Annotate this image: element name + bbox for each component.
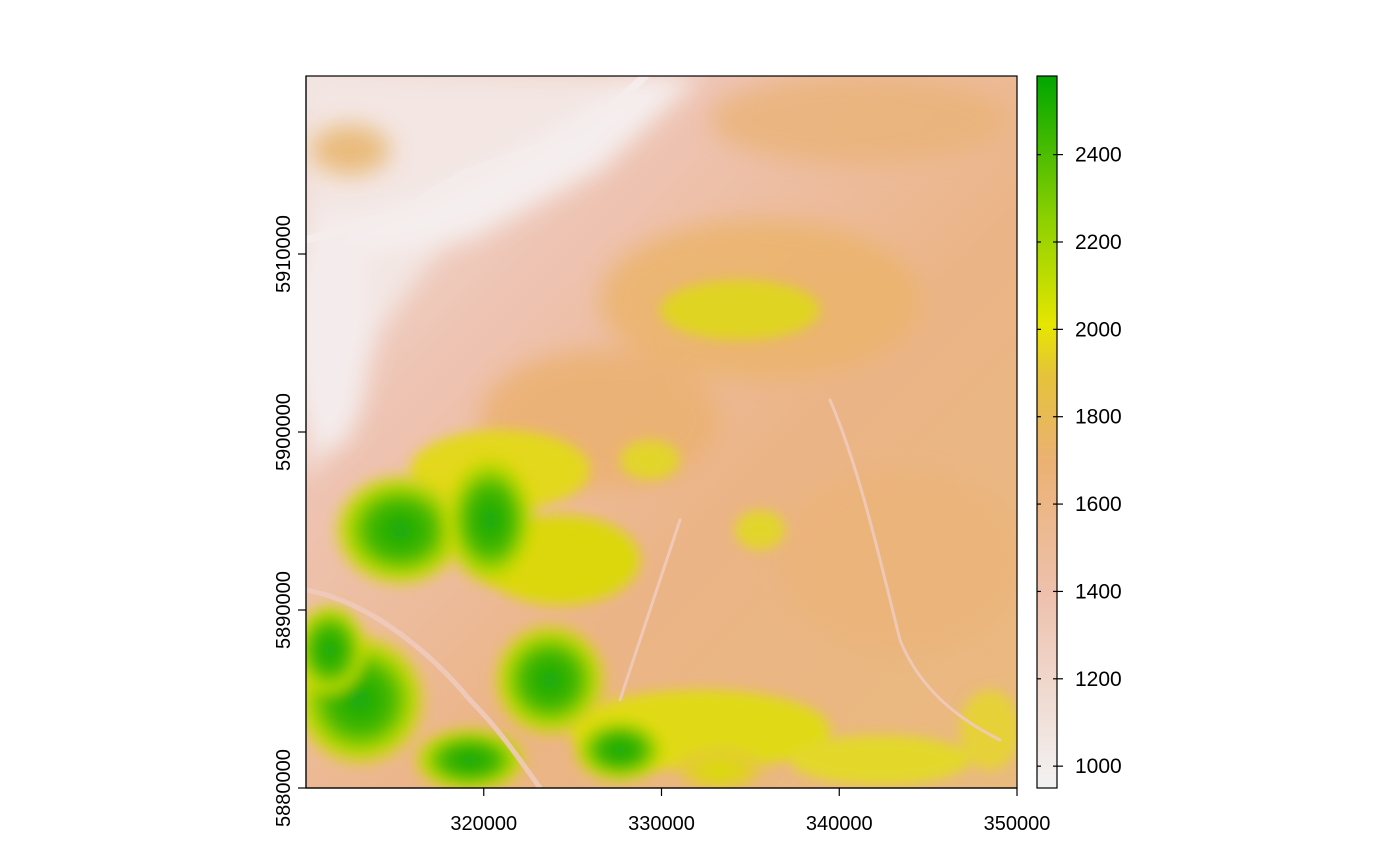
legend-tick-label: 1200	[1075, 668, 1122, 691]
legend-tick-label: 1600	[1075, 493, 1122, 516]
y-axis: 5880000 5890000 5900000 5910000	[273, 76, 307, 827]
x-tick-label: 330000	[628, 813, 695, 835]
y-tick-label: 5890000	[273, 571, 295, 649]
legend-border	[1036, 75, 1058, 789]
legend-tick-label: 2200	[1075, 231, 1122, 254]
y-tick-label: 5880000	[273, 749, 295, 827]
legend-tick-label: 1400	[1075, 580, 1122, 603]
legend-tick-label: 2400	[1075, 144, 1122, 167]
x-tick-label: 340000	[806, 813, 873, 835]
legend-tick-label: 2000	[1075, 318, 1122, 341]
legend-tick-label: 1800	[1075, 406, 1122, 429]
y-tick-label: 5910000	[273, 215, 295, 293]
elevation-raster	[306, 76, 1017, 788]
y-tick-label: 5900000	[273, 393, 295, 471]
elevation-legend: 1000 1200 1400 1600 1800 2000 2200 2400	[1036, 75, 1122, 789]
legend-tick-label: 1000	[1075, 755, 1122, 778]
x-tick-label: 320000	[450, 813, 517, 835]
legend-color-bar	[1037, 76, 1057, 788]
x-axis: 320000 330000 340000 350000	[306, 787, 1051, 835]
x-tick-label: 350000	[984, 813, 1051, 835]
